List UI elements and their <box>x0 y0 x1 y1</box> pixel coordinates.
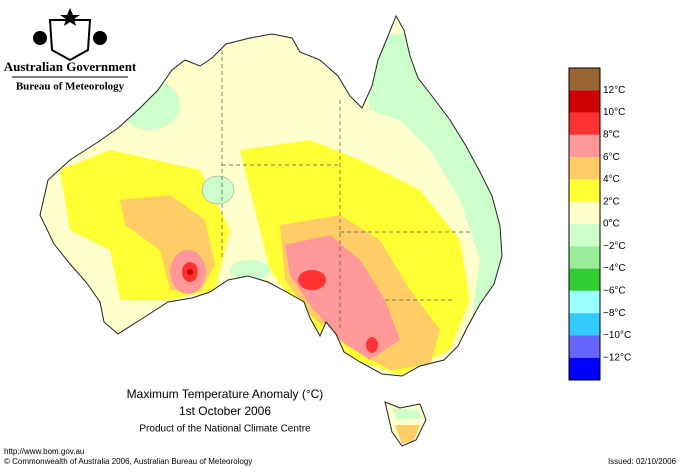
legend-swatch <box>569 68 600 91</box>
legend-swatch <box>569 157 600 180</box>
australia-map <box>39 14 503 447</box>
map-credit: Product of the National Climate Centre <box>139 424 311 435</box>
map-title: Maximum Temperature Anomaly (°C) <box>127 387 324 401</box>
legend-swatch <box>569 90 600 113</box>
bureau-name: Bureau of Meteorology <box>16 81 125 93</box>
legend-label: 10°C <box>603 107 625 118</box>
footer-url[interactable]: http://www.bom.gov.au <box>4 447 84 456</box>
legend-label: −4°C <box>603 263 626 274</box>
legend-label: −2°C <box>603 241 626 252</box>
legend-swatch <box>569 201 600 224</box>
map-date: 1st October 2006 <box>179 404 271 418</box>
legend-label: 2°C <box>603 196 620 207</box>
legend-swatch <box>569 290 600 314</box>
logo <box>33 8 107 62</box>
footer-copyright: © Commonwealth of Australia 2006, Austra… <box>4 457 252 466</box>
legend-swatch <box>569 224 600 247</box>
legend-label: 8°C <box>603 129 620 140</box>
legend-label: 0°C <box>603 219 620 230</box>
legend-swatch <box>569 112 600 135</box>
legend-swatch <box>569 313 600 336</box>
legend-label: −10°C <box>603 330 631 341</box>
footer-issued: Issued: 02/10/2006 <box>608 457 677 466</box>
legend-label: −12°C <box>603 352 631 363</box>
legend-label: 12°C <box>603 85 625 96</box>
legend-swatch <box>569 179 600 202</box>
legend-swatch <box>569 134 600 158</box>
legend-swatch <box>569 335 600 358</box>
legend-label: −6°C <box>603 285 626 296</box>
legend-swatch <box>569 246 600 269</box>
legend-frame <box>568 67 601 381</box>
agency-name: Australian Government <box>4 59 137 74</box>
legend-label: 6°C <box>603 152 620 163</box>
legend-swatch <box>569 268 600 291</box>
legend: 12°C 10°C 8°C 6°C 4°C 2°C 0°C −2°C −4°C −6°C −8°C −… <box>568 67 631 381</box>
legend-label: 4°C <box>603 174 620 185</box>
legend-swatch <box>569 357 600 380</box>
legend-label: −8°C <box>603 308 626 319</box>
